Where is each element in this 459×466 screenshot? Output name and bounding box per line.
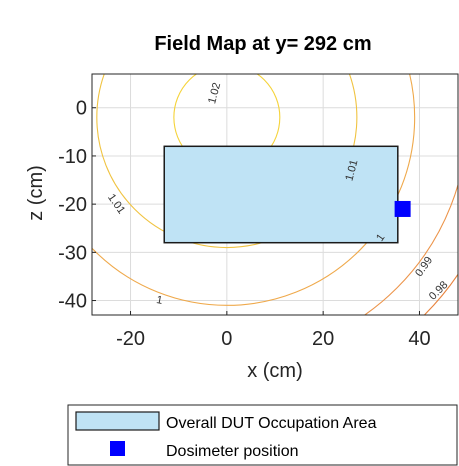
contour-line-1	[92, 74, 416, 306]
plot-frame	[91, 73, 459, 316]
contour-label: 1	[374, 232, 387, 244]
x-tick-label: 0	[221, 328, 232, 350]
x-axis-label: x (cm)	[247, 360, 303, 382]
dosimeter-marker	[394, 200, 411, 217]
contour-line-1-01	[96, 74, 358, 249]
x-tick-label: -20	[116, 328, 145, 350]
contour-label: 1.02	[206, 81, 223, 105]
legend-occupation-swatch	[75, 411, 160, 431]
y-tick-label: 0	[76, 98, 87, 120]
contour-label: 0.99	[413, 255, 435, 279]
contour-label: 1.01	[343, 158, 360, 182]
legend: Overall DUT Occupation Area Dosimeter po…	[67, 404, 458, 466]
y-axis-label: z (cm)	[25, 165, 47, 221]
y-tick-label: -30	[58, 242, 87, 264]
y-tick-label: -40	[58, 291, 87, 313]
dut-occupation-area	[163, 145, 399, 244]
chart-title: Field Map at y= 292 cm	[154, 33, 371, 55]
y-tick-label: -10	[58, 146, 87, 168]
y-axis-ticks: 0 -10 -20 -30 -40	[58, 98, 96, 313]
legend-dosimeter-swatch	[110, 441, 125, 456]
y-tick-label: -20	[58, 194, 87, 216]
contour-label: 0.98	[427, 279, 451, 303]
legend-dosimeter-label: Dosimeter position	[166, 443, 299, 460]
x-tick-label: 20	[312, 328, 334, 350]
x-tick-label: 40	[408, 328, 430, 350]
x-axis-ticks: -20 0 20 40	[116, 311, 431, 350]
contour-label: 1	[155, 294, 163, 307]
legend-occupation-label: Overall DUT Occupation Area	[166, 415, 377, 432]
